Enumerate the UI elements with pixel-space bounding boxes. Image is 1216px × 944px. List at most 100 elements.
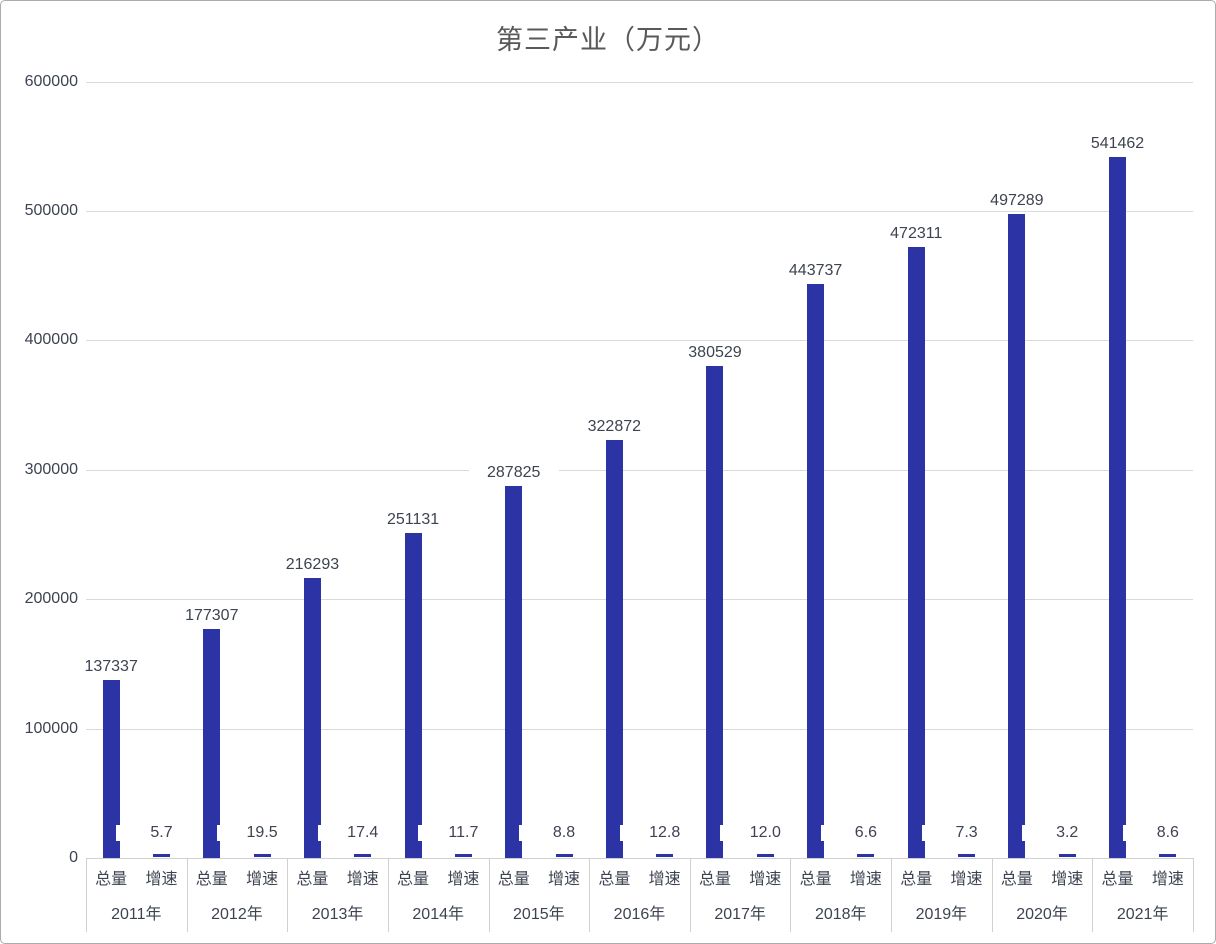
bar-growth-2014年	[454, 854, 472, 857]
bar-growth-2016年	[656, 854, 674, 857]
data-label-growth-2012年: 19.5	[217, 825, 308, 841]
sub-label-growth-2021年: 增速	[1151, 871, 1184, 888]
data-label-total-2016年: 322872	[569, 419, 660, 436]
bar-total-2016年	[605, 440, 623, 858]
x-category-label-2013年: 2013年	[311, 906, 364, 923]
x-category-label-2016年: 2016年	[613, 906, 666, 923]
data-label-growth-2019年: 7.3	[921, 825, 1012, 841]
sub-label-total-2013年: 总量	[296, 871, 329, 888]
x-category-label-2014年: 2014年	[412, 906, 465, 923]
data-label-total-2015年: 287825	[468, 464, 559, 481]
sub-label-total-2016年: 总量	[598, 871, 631, 888]
sub-label-total-2014年: 总量	[397, 871, 430, 888]
sub-label-total-2011年: 总量	[95, 871, 128, 888]
sub-label-growth-2016年: 增速	[648, 871, 681, 888]
bar-total-2020年	[1008, 214, 1026, 858]
sub-label-total-2021年: 总量	[1101, 871, 1134, 888]
category-divider-9	[991, 858, 993, 932]
bar-total-2017年	[706, 365, 724, 858]
x-category-label-2019年: 2019年	[915, 906, 968, 923]
bar-growth-2015年	[555, 854, 573, 857]
bar-growth-2011年	[152, 854, 170, 857]
gridline-200000	[86, 599, 1193, 601]
sub-label-growth-2013年: 增速	[346, 871, 379, 888]
sub-label-growth-2020年: 增速	[1051, 871, 1084, 888]
data-label-growth-2014年: 11.7	[418, 825, 509, 841]
category-divider-10	[1092, 858, 1094, 932]
data-label-growth-2018年: 6.6	[820, 825, 911, 841]
bar-growth-2021年	[1159, 854, 1177, 857]
y-tick-label-200000: 200000	[24, 590, 78, 608]
data-label-total-2013年: 216293	[267, 557, 358, 574]
x-category-label-2018年: 2018年	[814, 906, 867, 923]
category-divider-8	[891, 858, 893, 932]
bar-total-2013年	[303, 578, 321, 858]
sub-label-total-2015年: 总量	[497, 871, 530, 888]
bar-total-2018年	[807, 283, 825, 858]
sub-label-total-2012年: 总量	[195, 871, 228, 888]
chart-title: 第三产业（万元）	[496, 25, 720, 55]
bar-growth-2017年	[756, 854, 774, 857]
data-label-growth-2011年: 5.7	[116, 825, 207, 841]
x-category-label-2021年: 2021年	[1116, 906, 1169, 923]
data-label-total-2019年: 472311	[871, 225, 962, 242]
category-divider-4	[488, 858, 490, 932]
sub-label-total-2020年: 总量	[1000, 871, 1033, 888]
sub-label-growth-2018年: 增速	[849, 871, 882, 888]
category-divider-0	[86, 858, 87, 932]
gridline-600000	[86, 81, 1193, 83]
data-label-growth-2015年: 8.8	[519, 825, 610, 841]
bar-growth-2013年	[354, 854, 372, 857]
sub-label-growth-2015年: 增速	[548, 871, 581, 888]
x-category-label-2012年: 2012年	[211, 906, 263, 923]
category-divider-6	[689, 858, 691, 932]
sub-label-total-2017年: 总量	[698, 871, 731, 888]
bar-total-2021年	[1109, 157, 1127, 858]
x-category-label-2011年: 2011年	[111, 906, 162, 923]
data-label-total-2021年: 541462	[1072, 136, 1163, 153]
y-tick-label-600000: 600000	[24, 72, 78, 90]
bar-growth-2020年	[1058, 854, 1076, 857]
x-category-label-2017年: 2017年	[714, 906, 766, 923]
data-label-growth-2016年: 12.8	[619, 825, 710, 841]
gridline-400000	[86, 340, 1193, 342]
data-label-total-2020年: 497289	[971, 193, 1062, 210]
bar-total-2014年	[404, 532, 422, 858]
category-divider-7	[790, 858, 792, 932]
data-label-growth-2017年: 12.0	[720, 825, 811, 841]
sub-label-growth-2014年: 增速	[447, 871, 480, 888]
category-divider-5	[589, 858, 591, 932]
sub-label-total-2018年: 总量	[799, 871, 832, 888]
bar-growth-2012年	[253, 854, 271, 857]
data-label-total-2012年: 177307	[166, 607, 257, 624]
sub-label-total-2019年: 总量	[900, 871, 933, 888]
y-tick-label-400000: 400000	[24, 331, 78, 349]
category-divider-2	[287, 858, 289, 932]
y-tick-label-0: 0	[69, 849, 78, 866]
x-category-label-2020年: 2020年	[1016, 906, 1068, 923]
sub-label-growth-2012年: 增速	[246, 871, 279, 888]
data-label-growth-2021年: 8.6	[1122, 825, 1213, 841]
bar-total-2015年	[505, 485, 523, 858]
bar-total-2011年	[102, 680, 120, 858]
gridline-100000	[86, 728, 1193, 730]
data-label-growth-2013年: 17.4	[317, 825, 408, 841]
bar-total-2019年	[907, 246, 925, 858]
category-divider-11	[1193, 858, 1194, 932]
y-tick-label-300000: 300000	[24, 460, 78, 478]
data-label-total-2011年: 137337	[66, 659, 157, 676]
data-label-growth-2020年: 3.2	[1022, 825, 1113, 841]
sub-label-growth-2011年: 增速	[145, 871, 178, 888]
data-label-total-2018年: 443737	[770, 262, 861, 279]
category-divider-3	[387, 858, 389, 932]
data-label-total-2014年: 251131	[368, 511, 459, 528]
bar-total-2012年	[203, 628, 221, 858]
x-axis-line	[86, 858, 1193, 859]
data-label-total-2017年: 380529	[669, 344, 760, 361]
x-category-label-2015年: 2015年	[513, 906, 565, 923]
y-tick-label-100000: 100000	[24, 719, 78, 737]
gridline-300000	[86, 469, 1193, 471]
y-tick-label-500000: 500000	[24, 201, 78, 219]
sub-label-growth-2019年: 增速	[950, 871, 983, 888]
